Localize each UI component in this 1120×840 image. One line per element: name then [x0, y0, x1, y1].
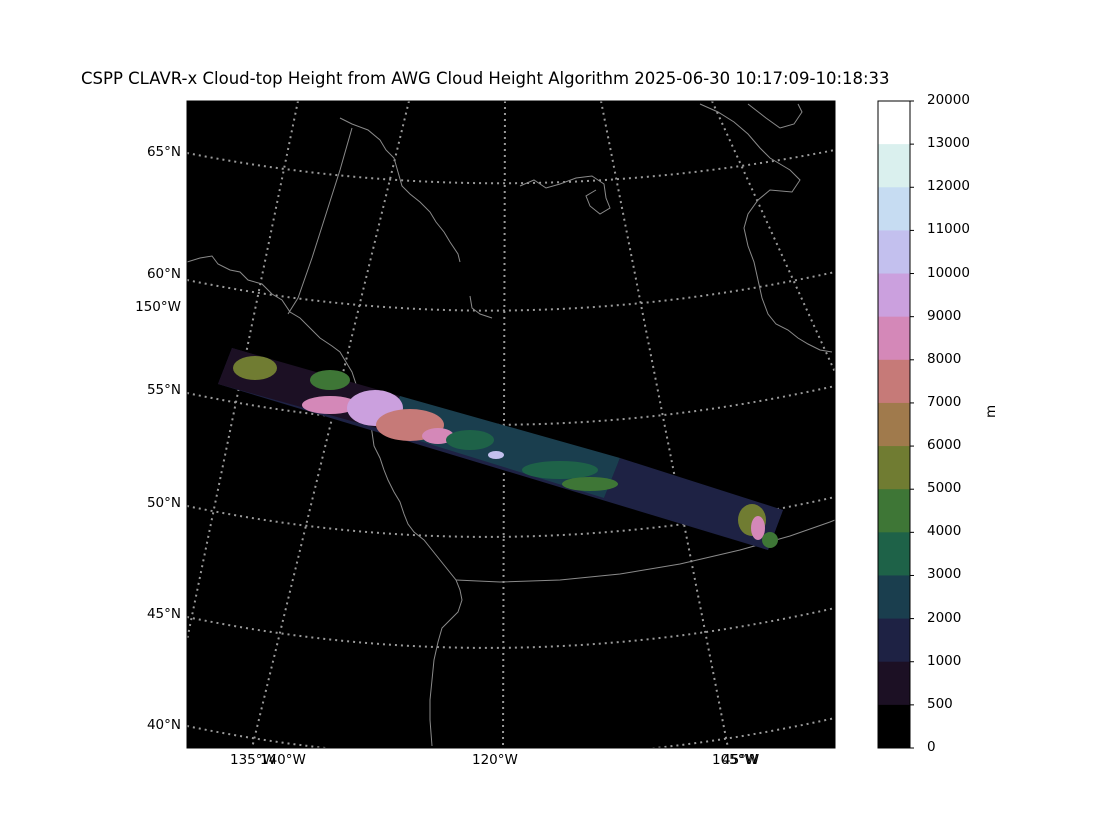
cloud-patch-pink-1: [302, 396, 358, 414]
map-title: CSPP CLAVR-x Cloud-top Height from AWG C…: [81, 69, 890, 88]
coastline-alaska: [187, 255, 463, 747]
colorbar-bin: [878, 446, 910, 490]
colorbar-tick-label: 500: [927, 695, 953, 712]
gridline-lat-60: [187, 271, 835, 312]
colorbar-bin: [878, 402, 910, 447]
gridline-lon-1: [187, 101, 299, 641]
coastline-islands: [519, 175, 611, 215]
colorbar-tick-label: 4000: [927, 523, 962, 540]
swath-band-navy: [604, 458, 783, 550]
map-frame: [186, 100, 836, 749]
lon-label-135w: 135°W: [230, 752, 276, 768]
colorbar-tick-label: 2000: [927, 609, 962, 626]
cloud-patch-green-2: [310, 370, 350, 390]
colorbar-tick-label: 7000: [927, 393, 962, 410]
colorbar-bin: [878, 230, 910, 275]
longitude-gridlines: [187, 101, 835, 748]
colorbar-bin: [878, 187, 910, 231]
coastlines: [187, 103, 835, 747]
cloud-patch-green-1: [233, 356, 277, 380]
cloud-patch-violet-2: [488, 451, 504, 459]
lon-label-45w: 45°W: [722, 752, 760, 768]
colorbar-bin: [878, 144, 910, 188]
colorbar-tick-label: 3000: [927, 566, 962, 583]
colorbar-bin: [878, 661, 910, 706]
lat-label-150w: 150°W: [135, 299, 181, 315]
lat-label-60: 60°N: [146, 266, 181, 282]
cloud-patch-pink-east: [751, 516, 765, 540]
colorbar-tick-label: 12000: [927, 178, 970, 195]
gridline-lat-65: [187, 149, 835, 185]
lon-label-105w: 105°W: [712, 752, 758, 768]
map-background: [187, 101, 835, 748]
gridline-lat-40: [187, 717, 835, 748]
colorbar-tick-label: 5000: [927, 480, 962, 497]
lat-label-45: 45°N: [146, 606, 181, 622]
gridline-lon-5: [711, 101, 835, 373]
colorbar-tick-label: 13000: [927, 135, 970, 152]
colorbar-bin: [878, 704, 910, 749]
lat-label-65: 65°N: [146, 144, 181, 160]
cloud-patch-green-3: [522, 461, 598, 479]
colorbar-bin: [878, 532, 910, 576]
cloud-patch-green-east: [762, 532, 778, 548]
coastline-arctic: [339, 117, 461, 263]
cloud-height-swath: [218, 348, 783, 550]
colorbar-bin: [878, 575, 910, 620]
colorbar-tick-label: 9000: [927, 307, 962, 324]
colorbar: [877, 100, 914, 749]
border-us-canada: [455, 519, 835, 583]
colorbar-bin: [878, 359, 910, 404]
lon-label-140w: 140°W: [260, 752, 306, 768]
colorbar-frame: [877, 100, 911, 749]
lat-label-55: 55°N: [146, 382, 181, 398]
colorbar-bin: [878, 316, 910, 361]
gridline-lat-45: [187, 607, 835, 649]
colorbar-tick-label: 1000: [927, 652, 962, 669]
colorbar-unit-label: m: [983, 404, 999, 418]
colorbar-tick-label: 0: [927, 739, 936, 755]
border-alaska-canada: [287, 127, 353, 315]
coastline-canada-north: [747, 103, 803, 129]
lat-label-50: 50°N: [146, 495, 181, 511]
colorbar-bin: [878, 273, 910, 318]
colorbar-tick-label: 20000: [927, 92, 970, 108]
coastline-river: [469, 295, 493, 319]
colorbar-tick-label: 6000: [927, 437, 962, 454]
gridline-lon-4: [600, 101, 729, 748]
lon-label-120w: 120°W: [472, 752, 518, 768]
cloud-patch-teal-1: [446, 430, 494, 450]
coastline-hudson: [699, 103, 833, 353]
colorbar-tick-label: 11000: [927, 221, 970, 238]
cloud-patch-green-4: [562, 477, 618, 491]
colorbar-tick-label: 10000: [927, 264, 970, 281]
colorbar-bin: [878, 618, 910, 663]
colorbar-bin: [878, 101, 910, 145]
gridline-lat-55: [187, 385, 835, 426]
lat-label-40: 40°N: [146, 717, 181, 733]
colorbar-bin: [878, 489, 910, 533]
colorbar-tick-label: 8000: [927, 350, 962, 367]
